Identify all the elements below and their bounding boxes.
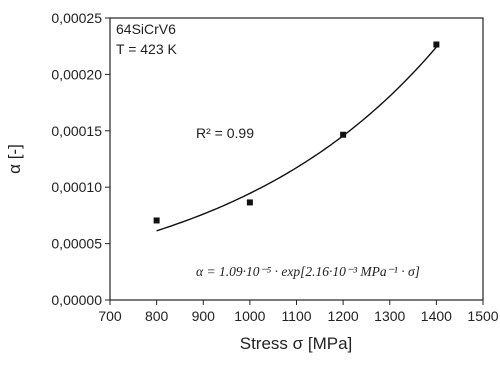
x-tick-label: 1000 (234, 308, 265, 324)
material-label: 64SiCrV6 (116, 21, 176, 37)
y-axis-title: α [-] (5, 144, 24, 174)
y-axis-ticks: 0,00000 0,00005 0,00010 0,00015 0,00020 0,000… (51, 10, 110, 308)
x-tick-label: 1300 (374, 308, 405, 324)
y-tick-label: 0,00015 (51, 123, 102, 139)
x-tick-label: 800 (145, 308, 169, 324)
y-tick-label: 0,00020 (51, 66, 102, 82)
y-tick-label: 0,00010 (51, 179, 102, 195)
x-tick-label: 1100 (281, 308, 311, 324)
data-point (153, 217, 160, 224)
data-point (433, 41, 440, 48)
r-squared-label: R² = 0.99 (196, 125, 254, 141)
plot-frame (109, 17, 484, 301)
x-axis-title: Stress σ [MPa] (240, 334, 353, 353)
temperature-label: T = 423 K (116, 41, 178, 57)
data-point (246, 199, 253, 206)
x-tick-label: 1400 (421, 308, 452, 324)
fit-equation: α = 1.09·10⁻⁵ · exp[2.16·10⁻³ MPa⁻¹ · σ] (196, 264, 420, 279)
y-tick-label: 0,00025 (51, 10, 102, 26)
y-tick-label: 0,00005 (51, 236, 102, 252)
x-tick-label: 1200 (328, 308, 359, 324)
x-axis-ticks: 700 800 900 1000 1100 1200 1300 1400 1500 (98, 300, 499, 324)
data-point (340, 131, 347, 138)
x-tick-label: 900 (192, 308, 216, 324)
y-tick-label: 0,00000 (51, 292, 102, 308)
fit-curve (156, 46, 437, 232)
x-tick-label: 1500 (467, 308, 498, 324)
x-tick-label: 700 (98, 308, 122, 324)
data-points (153, 41, 440, 224)
